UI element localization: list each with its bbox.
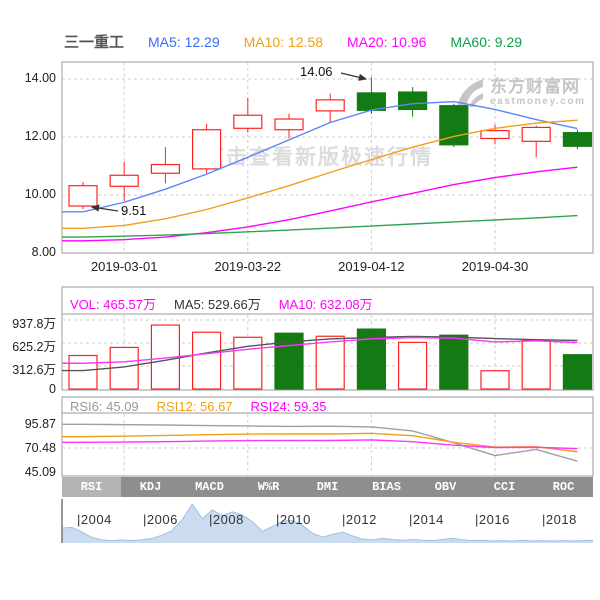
price-annotation-9.51: 9.51 — [121, 203, 147, 218]
vol-ytick-937.8万: 937.8万 — [12, 317, 56, 331]
rsi-ytick-95.87: 95.87 — [24, 417, 56, 431]
main-ytick-14.00: 14.00 — [24, 71, 56, 85]
indicator-tabbar: RSI KDJ MACD W%R DMI BIAS OBV CCI ROC — [62, 477, 593, 497]
nav-year-2014: |2014 — [409, 512, 444, 527]
volume-legend: VOL: 465.57万 MA5: 529.66万 MA10: 632.08万 — [70, 294, 373, 313]
nav-year-2012: |2012 — [342, 512, 377, 527]
tab-macd[interactable]: MACD — [180, 477, 239, 497]
tab-roc[interactable]: ROC — [534, 477, 593, 497]
tab-rsi[interactable]: RSI — [62, 477, 121, 497]
price-annotation-14.06: 14.06 — [300, 64, 333, 79]
nav-year-2006: |2006 — [143, 512, 178, 527]
vol-ytick-625.2万: 625.2万 — [12, 340, 56, 354]
main-xtick-2019-04-12: 2019-04-12 — [338, 259, 405, 274]
rsi-legend-item-0: RSI6: 45.09 — [70, 399, 139, 414]
vol-ytick-0: 0 — [49, 382, 56, 396]
tab-dmi[interactable]: DMI — [298, 477, 357, 497]
nav-year-2008: |2008 — [209, 512, 244, 527]
ma-legend-item-1: MA10: 12.58 — [243, 34, 324, 50]
rsi-ytick-45.09: 45.09 — [24, 464, 56, 479]
ma-legend-item-3: MA60: 9.29 — [450, 34, 523, 50]
eastmoney-logo-cn: 东方财富网 — [490, 77, 580, 96]
main-ytick-10.00: 10.00 — [24, 187, 56, 201]
main-ytick-12.00: 12.00 — [24, 129, 56, 143]
main-ytick-8.00: 8.00 — [31, 245, 56, 259]
eastmoney-swoosh-icon — [457, 79, 483, 107]
rsi-legend: RSI6: 45.09 RSI12: 56.67 RSI24: 59.35 — [70, 399, 326, 414]
ma-legend: MA5: 12.29 MA10: 12.58 MA20: 10.96 MA60: 9.… — [148, 34, 522, 50]
vol-legend-item-0: VOL: 465.57万 — [70, 297, 156, 312]
ma-legend-item-2: MA20: 10.96 — [347, 34, 427, 50]
tab-obv[interactable]: OBV — [416, 477, 475, 497]
rsi-legend-item-1: RSI12: 56.67 — [156, 399, 233, 414]
eastmoney-logo-en: eastmoney.com — [490, 96, 586, 107]
eastmoney-logo-text: 东方财富网 eastmoney.com — [490, 77, 586, 107]
ma-legend-item-0: MA5: 12.29 — [148, 34, 220, 50]
stock-name: 三一重工 — [64, 34, 125, 51]
nav-year-2004: |2004 — [77, 512, 112, 527]
tab-kdj[interactable]: KDJ — [121, 477, 180, 497]
nav-year-2010: |2010 — [276, 512, 311, 527]
vol-legend-item-1: MA5: 529.66万 — [174, 297, 261, 312]
tab-cci[interactable]: CCI — [475, 477, 534, 497]
eastmoney-logo: 东方财富网 eastmoney.com — [455, 77, 586, 109]
main-xtick-2019-03-01: 2019-03-01 — [90, 259, 158, 274]
vol-legend-item-2: MA10: 632.08万 — [278, 297, 373, 312]
tab-bias[interactable]: BIAS — [357, 477, 416, 497]
tab-wr[interactable]: W%R — [239, 477, 298, 497]
navigator-area[interactable] — [62, 504, 593, 543]
rsi-legend-item-2: RSI24: 59.35 — [250, 399, 327, 414]
nav-year-2016: |2016 — [475, 512, 510, 527]
chart-header: 三一重工 MA5: 12.29 MA10: 12.58 MA20: 10.96 MA6… — [64, 31, 522, 52]
rsi-ytick-70.48: 70.48 — [24, 440, 56, 455]
vol-ytick-312.6万: 312.6万 — [12, 363, 56, 377]
main-xtick-2019-03-22: 2019-03-22 — [214, 259, 282, 274]
nav-year-2018: |2018 — [542, 512, 577, 527]
main-xtick-2019-04-30: 2019-04-30 — [461, 259, 529, 274]
